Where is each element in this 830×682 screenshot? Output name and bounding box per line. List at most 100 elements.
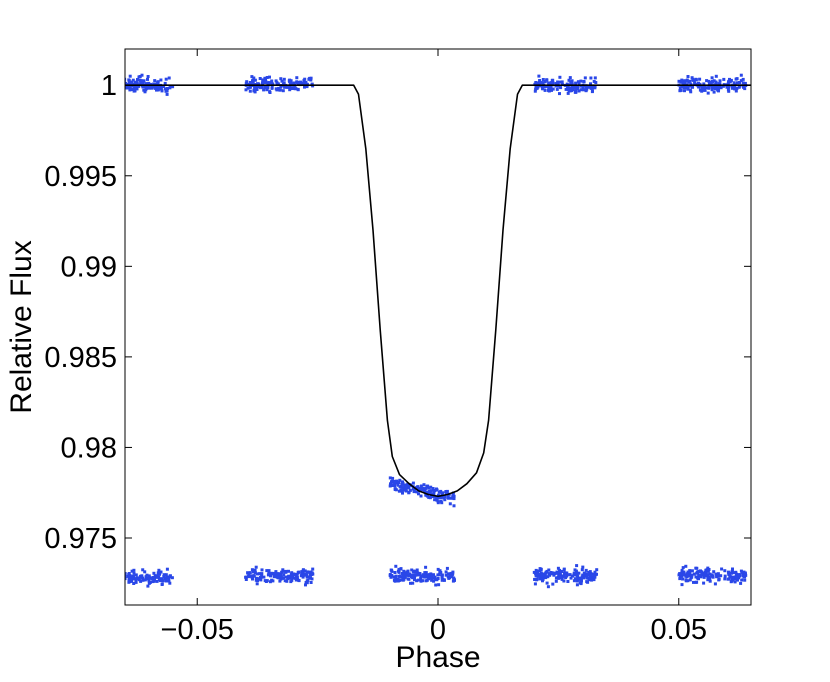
data-point	[685, 575, 689, 579]
data-point	[278, 579, 282, 583]
data-point	[130, 575, 134, 579]
data-point	[688, 571, 692, 575]
data-point	[568, 573, 572, 577]
data-point	[411, 481, 415, 485]
data-point	[134, 80, 138, 84]
data-point	[155, 88, 158, 92]
data-point	[680, 568, 684, 572]
data-point	[550, 81, 554, 85]
data-point	[427, 486, 431, 490]
data-point	[558, 80, 561, 84]
data-point	[594, 81, 598, 84]
data-point	[568, 86, 572, 90]
data-point	[138, 574, 142, 578]
data-point	[281, 569, 285, 573]
data-point	[158, 572, 161, 576]
data-point	[585, 576, 589, 580]
data-point	[718, 79, 722, 83]
data-point	[275, 82, 279, 85]
data-point	[574, 573, 578, 577]
data-point	[435, 487, 438, 491]
data-point	[706, 566, 710, 570]
data-point	[577, 571, 581, 575]
data-point	[265, 569, 269, 573]
data-point	[414, 573, 418, 577]
data-point	[734, 89, 738, 93]
data-point	[582, 571, 586, 575]
data-point	[714, 74, 718, 78]
data-point	[694, 580, 698, 584]
data-point	[581, 86, 585, 90]
data-point	[131, 78, 135, 82]
data-point	[546, 585, 550, 589]
data-point	[262, 88, 266, 92]
data-point	[558, 573, 562, 577]
data-point	[145, 573, 149, 577]
data-point	[121, 575, 124, 578]
data-point	[698, 77, 702, 81]
data-point	[545, 581, 549, 585]
data-point	[246, 86, 250, 90]
data-point	[251, 78, 255, 82]
data-point	[723, 574, 727, 578]
data-point	[166, 87, 169, 90]
data-point	[739, 79, 743, 83]
data-point	[113, 582, 116, 585]
data-point	[276, 576, 280, 580]
axis-ticks: −0.05 0 0.05 0.975 0.98 0.985 0.99 0.995 1	[44, 49, 751, 646]
data-point	[726, 85, 730, 89]
data-point	[743, 578, 747, 582]
data-point	[147, 574, 151, 578]
data-point	[592, 80, 596, 83]
data-point	[396, 579, 400, 583]
data-point	[397, 570, 401, 574]
data-point	[402, 577, 406, 581]
data-point	[260, 572, 264, 576]
data-point	[155, 575, 159, 579]
data-point	[543, 80, 547, 83]
data-point	[159, 78, 163, 82]
data-point	[539, 571, 543, 575]
data-point	[575, 571, 579, 575]
data-point	[434, 497, 438, 501]
data-point	[278, 88, 282, 92]
data-point	[121, 87, 124, 90]
data-point	[584, 85, 588, 89]
data-point	[141, 82, 145, 86]
data-point	[130, 80, 134, 84]
data-point	[309, 576, 312, 580]
data-point	[741, 573, 745, 577]
data-point	[153, 79, 157, 83]
data-point	[144, 87, 148, 90]
data-point	[552, 573, 556, 577]
data-point	[130, 579, 134, 583]
data-point	[573, 86, 577, 89]
data-point	[281, 89, 285, 93]
data-point	[436, 573, 440, 577]
data-point	[145, 82, 149, 86]
data-point	[301, 81, 305, 85]
data-point	[248, 81, 252, 84]
data-point	[592, 574, 596, 578]
data-point	[556, 576, 560, 580]
data-point	[388, 484, 392, 488]
data-point	[311, 567, 315, 571]
data-point	[691, 85, 694, 89]
data-point	[448, 574, 452, 578]
data-point	[720, 567, 724, 571]
data-point	[275, 574, 279, 578]
data-point	[294, 578, 298, 582]
data-point	[585, 580, 589, 584]
x-tick-label: −0.05	[161, 614, 234, 646]
data-point	[589, 572, 593, 576]
data-point	[593, 85, 597, 88]
data-point	[164, 573, 168, 577]
data-point	[170, 576, 174, 580]
data-point	[575, 564, 579, 568]
data-point	[142, 79, 146, 83]
data-point	[115, 572, 118, 575]
data-point	[553, 571, 557, 575]
data-point	[423, 490, 426, 494]
data-point	[279, 77, 283, 81]
data-point	[276, 572, 280, 576]
